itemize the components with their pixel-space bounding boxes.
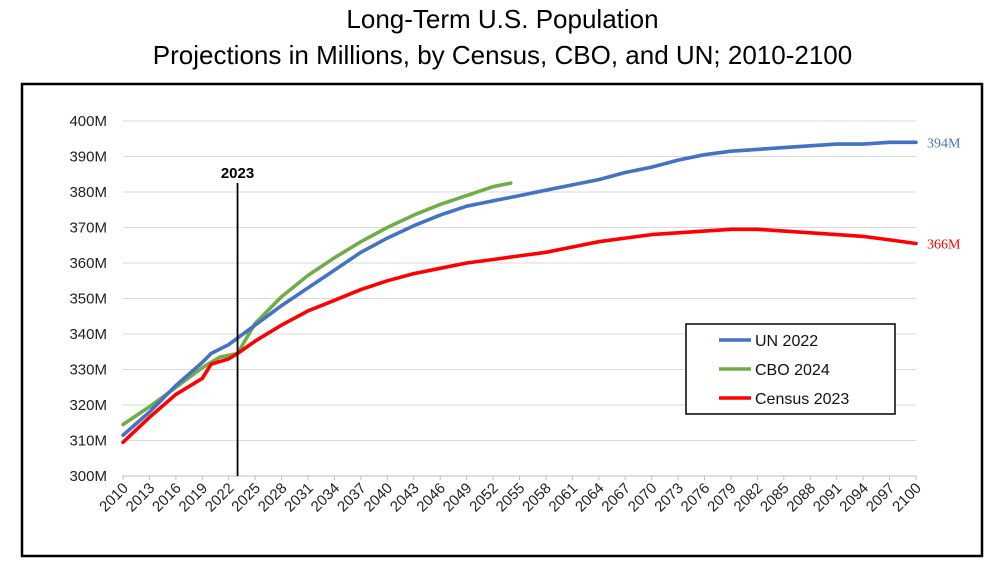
- vertical-marker-label: 2023: [221, 165, 254, 182]
- x-tick-label: 2016: [149, 480, 185, 516]
- x-tick-label: 2067: [598, 480, 634, 516]
- y-tick-label: 300M: [69, 468, 107, 485]
- chart-title-line-1: Long-Term U.S. Population: [346, 4, 659, 34]
- series-line-un-2022: [121, 140, 918, 438]
- x-tick-label: 2094: [836, 480, 872, 516]
- x-tick-label: 2043: [387, 480, 423, 516]
- legend-label: UN 2022: [755, 333, 818, 350]
- x-tick-label: 2082: [731, 480, 767, 516]
- x-tick-label: 2091: [810, 480, 846, 516]
- x-tick-label: 2100: [889, 480, 925, 516]
- x-tick-label: 2019: [176, 480, 212, 516]
- series-lines: [121, 140, 918, 445]
- x-axis-ticks: 2010201320162019202220252028203120342037…: [96, 476, 925, 515]
- y-axis-ticks: 300M 310M 320M 330M 340M 350M 360M 370M 380M 390M…: [69, 113, 107, 485]
- chart-frame: [20, 82, 984, 558]
- y-tick-label: 380M: [69, 184, 107, 201]
- x-tick-label: 2079: [704, 480, 740, 516]
- x-tick-label: 2085: [757, 480, 793, 516]
- y-tick-label: 390M: [69, 149, 107, 166]
- legend: UN 2022 CBO 2024 Census 2023: [685, 323, 896, 415]
- y-tick-label: 330M: [69, 362, 107, 379]
- x-tick-label: 2046: [413, 480, 449, 516]
- x-tick-label: 2064: [572, 480, 608, 516]
- end-label-un-2022: 394M: [927, 136, 961, 151]
- x-tick-label: 2073: [651, 480, 687, 516]
- y-tick-label: 360M: [69, 255, 107, 272]
- series-line-census-2023: [121, 227, 918, 445]
- x-tick-label: 2058: [519, 480, 555, 516]
- x-tick-label: 2076: [678, 480, 714, 516]
- x-tick-label: 2097: [863, 480, 899, 516]
- x-tick-label: 2088: [783, 480, 819, 516]
- x-tick-label: 2028: [255, 480, 291, 516]
- x-tick-label: 2013: [123, 480, 159, 516]
- x-tick-label: 2070: [625, 480, 661, 516]
- x-tick-label: 2049: [440, 480, 476, 516]
- x-tick-label: 2031: [281, 480, 317, 516]
- x-tick-label: 2037: [334, 480, 370, 516]
- series-line-cbo-2024: [121, 181, 513, 427]
- y-tick-label: 350M: [69, 291, 107, 308]
- end-label-census-2023: 366M: [927, 237, 961, 252]
- x-tick-label: 2010: [96, 480, 132, 516]
- series-end-labels: 394M 366M: [927, 136, 961, 252]
- y-tick-label: 370M: [69, 220, 107, 237]
- vertical-marker: 2023: [221, 165, 254, 476]
- y-tick-label: 310M: [69, 433, 107, 450]
- y-tick-label: 320M: [69, 397, 107, 414]
- x-tick-label: 2040: [361, 480, 397, 516]
- legend-label: Census 2023: [755, 391, 849, 408]
- y-tick-label: 340M: [69, 326, 107, 343]
- x-tick-label: 2055: [493, 480, 529, 516]
- x-tick-label: 2061: [546, 480, 582, 516]
- x-tick-label: 2052: [466, 480, 502, 516]
- x-tick-label: 2034: [308, 480, 344, 516]
- y-tick-label: 400M: [69, 113, 107, 130]
- legend-label: CBO 2024: [755, 362, 830, 379]
- x-tick-label: 2025: [228, 480, 264, 516]
- x-tick-label: 2022: [202, 480, 238, 516]
- chart-title-line-2: Projections in Millions, by Census, CBO,…: [152, 40, 853, 70]
